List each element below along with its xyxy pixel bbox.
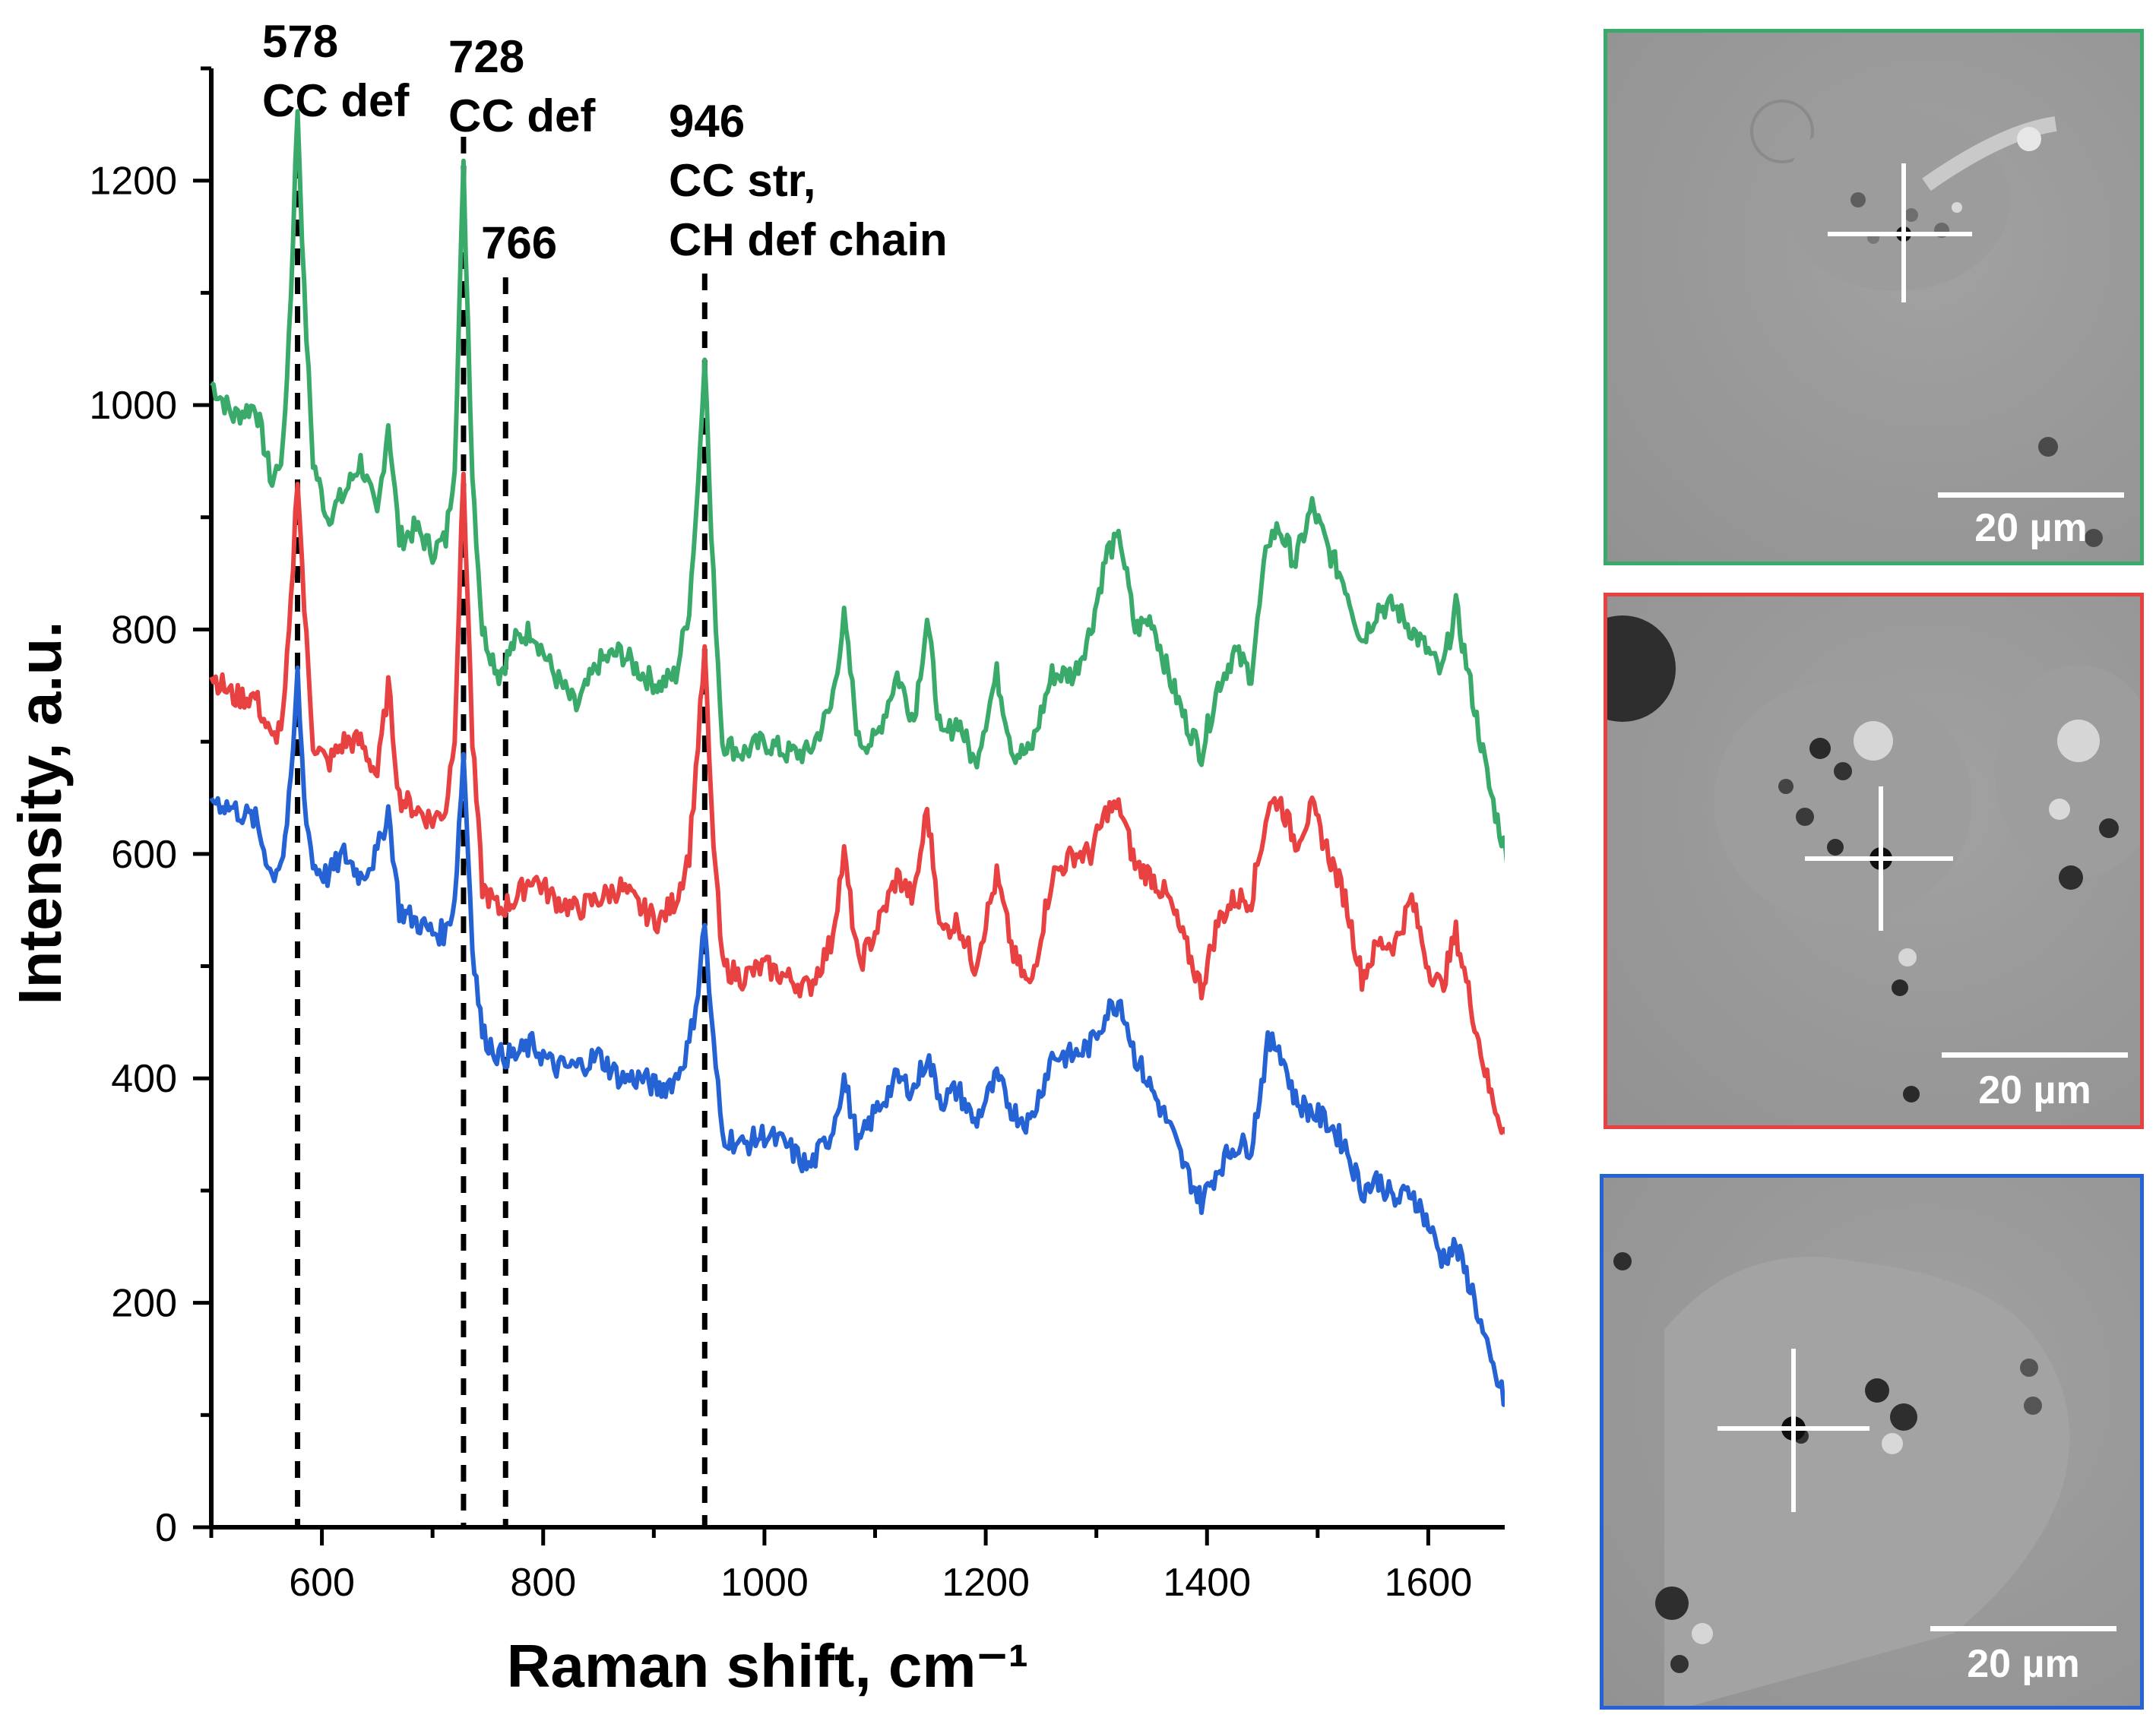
scale-bar-label: 20 µm [1974,506,2088,550]
y-axis-title: Intensity, a.u. [6,621,74,1004]
x-tick-label: 800 [510,1561,576,1605]
x-tick-label: 1400 [1163,1561,1251,1605]
scale-bar-label: 20 µm [1978,1068,2091,1112]
reference-label-946: CC str, [669,155,815,206]
y-tick-label: 1000 [89,384,177,428]
micrograph-blue-panel: 20 µm [1600,1174,2144,1710]
spectra-series [209,109,1505,1407]
reference-label-728: 728 [448,31,524,82]
micrograph-image [1607,615,2140,1103]
micrograph-image [1750,100,2103,547]
reference-lines [295,133,708,1526]
reference-label-578: 578 [262,16,338,67]
y-tick-label: 800 [111,608,177,652]
x-axis-title: Raman shift, cm⁻¹ [507,1632,1029,1700]
y-tick-label: 1200 [89,160,177,204]
x-tick-label: 1200 [942,1561,1030,1605]
scale-bar [1942,1052,2128,1058]
reference-label-578: CC def [262,75,410,126]
scale-bar [1938,492,2124,498]
micrograph-image [1613,1252,2070,1706]
x-tick-label: 1000 [720,1561,809,1605]
series-line-1 [209,471,1505,1136]
reference-labels: 578 CC def 728 CC def 766 946 CC str, CH def ch… [262,16,948,268]
scale-bar [1930,1626,2116,1631]
chart-axes: 600 800 1000 1200 1400 1600 0 200 400 600 800 1000 1… [89,66,1505,1605]
y-tick-label: 200 [111,1282,177,1326]
reference-label-946: CH def chain [669,214,948,265]
reference-label-946: 946 [669,96,745,147]
reference-label-728: CC def [448,90,596,141]
x-tick-label: 600 [289,1561,355,1605]
y-tick-label: 600 [111,833,177,877]
scale-bar-label: 20 µm [1967,1642,2080,1686]
micrograph-green-panel: 20 µm [1604,29,2144,565]
reference-label-766: 766 [481,217,557,268]
raman-chart: 600 800 1000 1200 1400 1600 0 200 400 600 800 1000 1… [6,16,1505,1700]
y-tick-label: 400 [111,1057,177,1101]
micrograph-red-panel: 20 µm [1604,593,2144,1129]
series-line-2 [209,665,1505,1407]
y-tick-label: 0 [155,1506,177,1550]
series-line-0 [210,109,1505,865]
x-tick-label: 1600 [1385,1561,1473,1605]
